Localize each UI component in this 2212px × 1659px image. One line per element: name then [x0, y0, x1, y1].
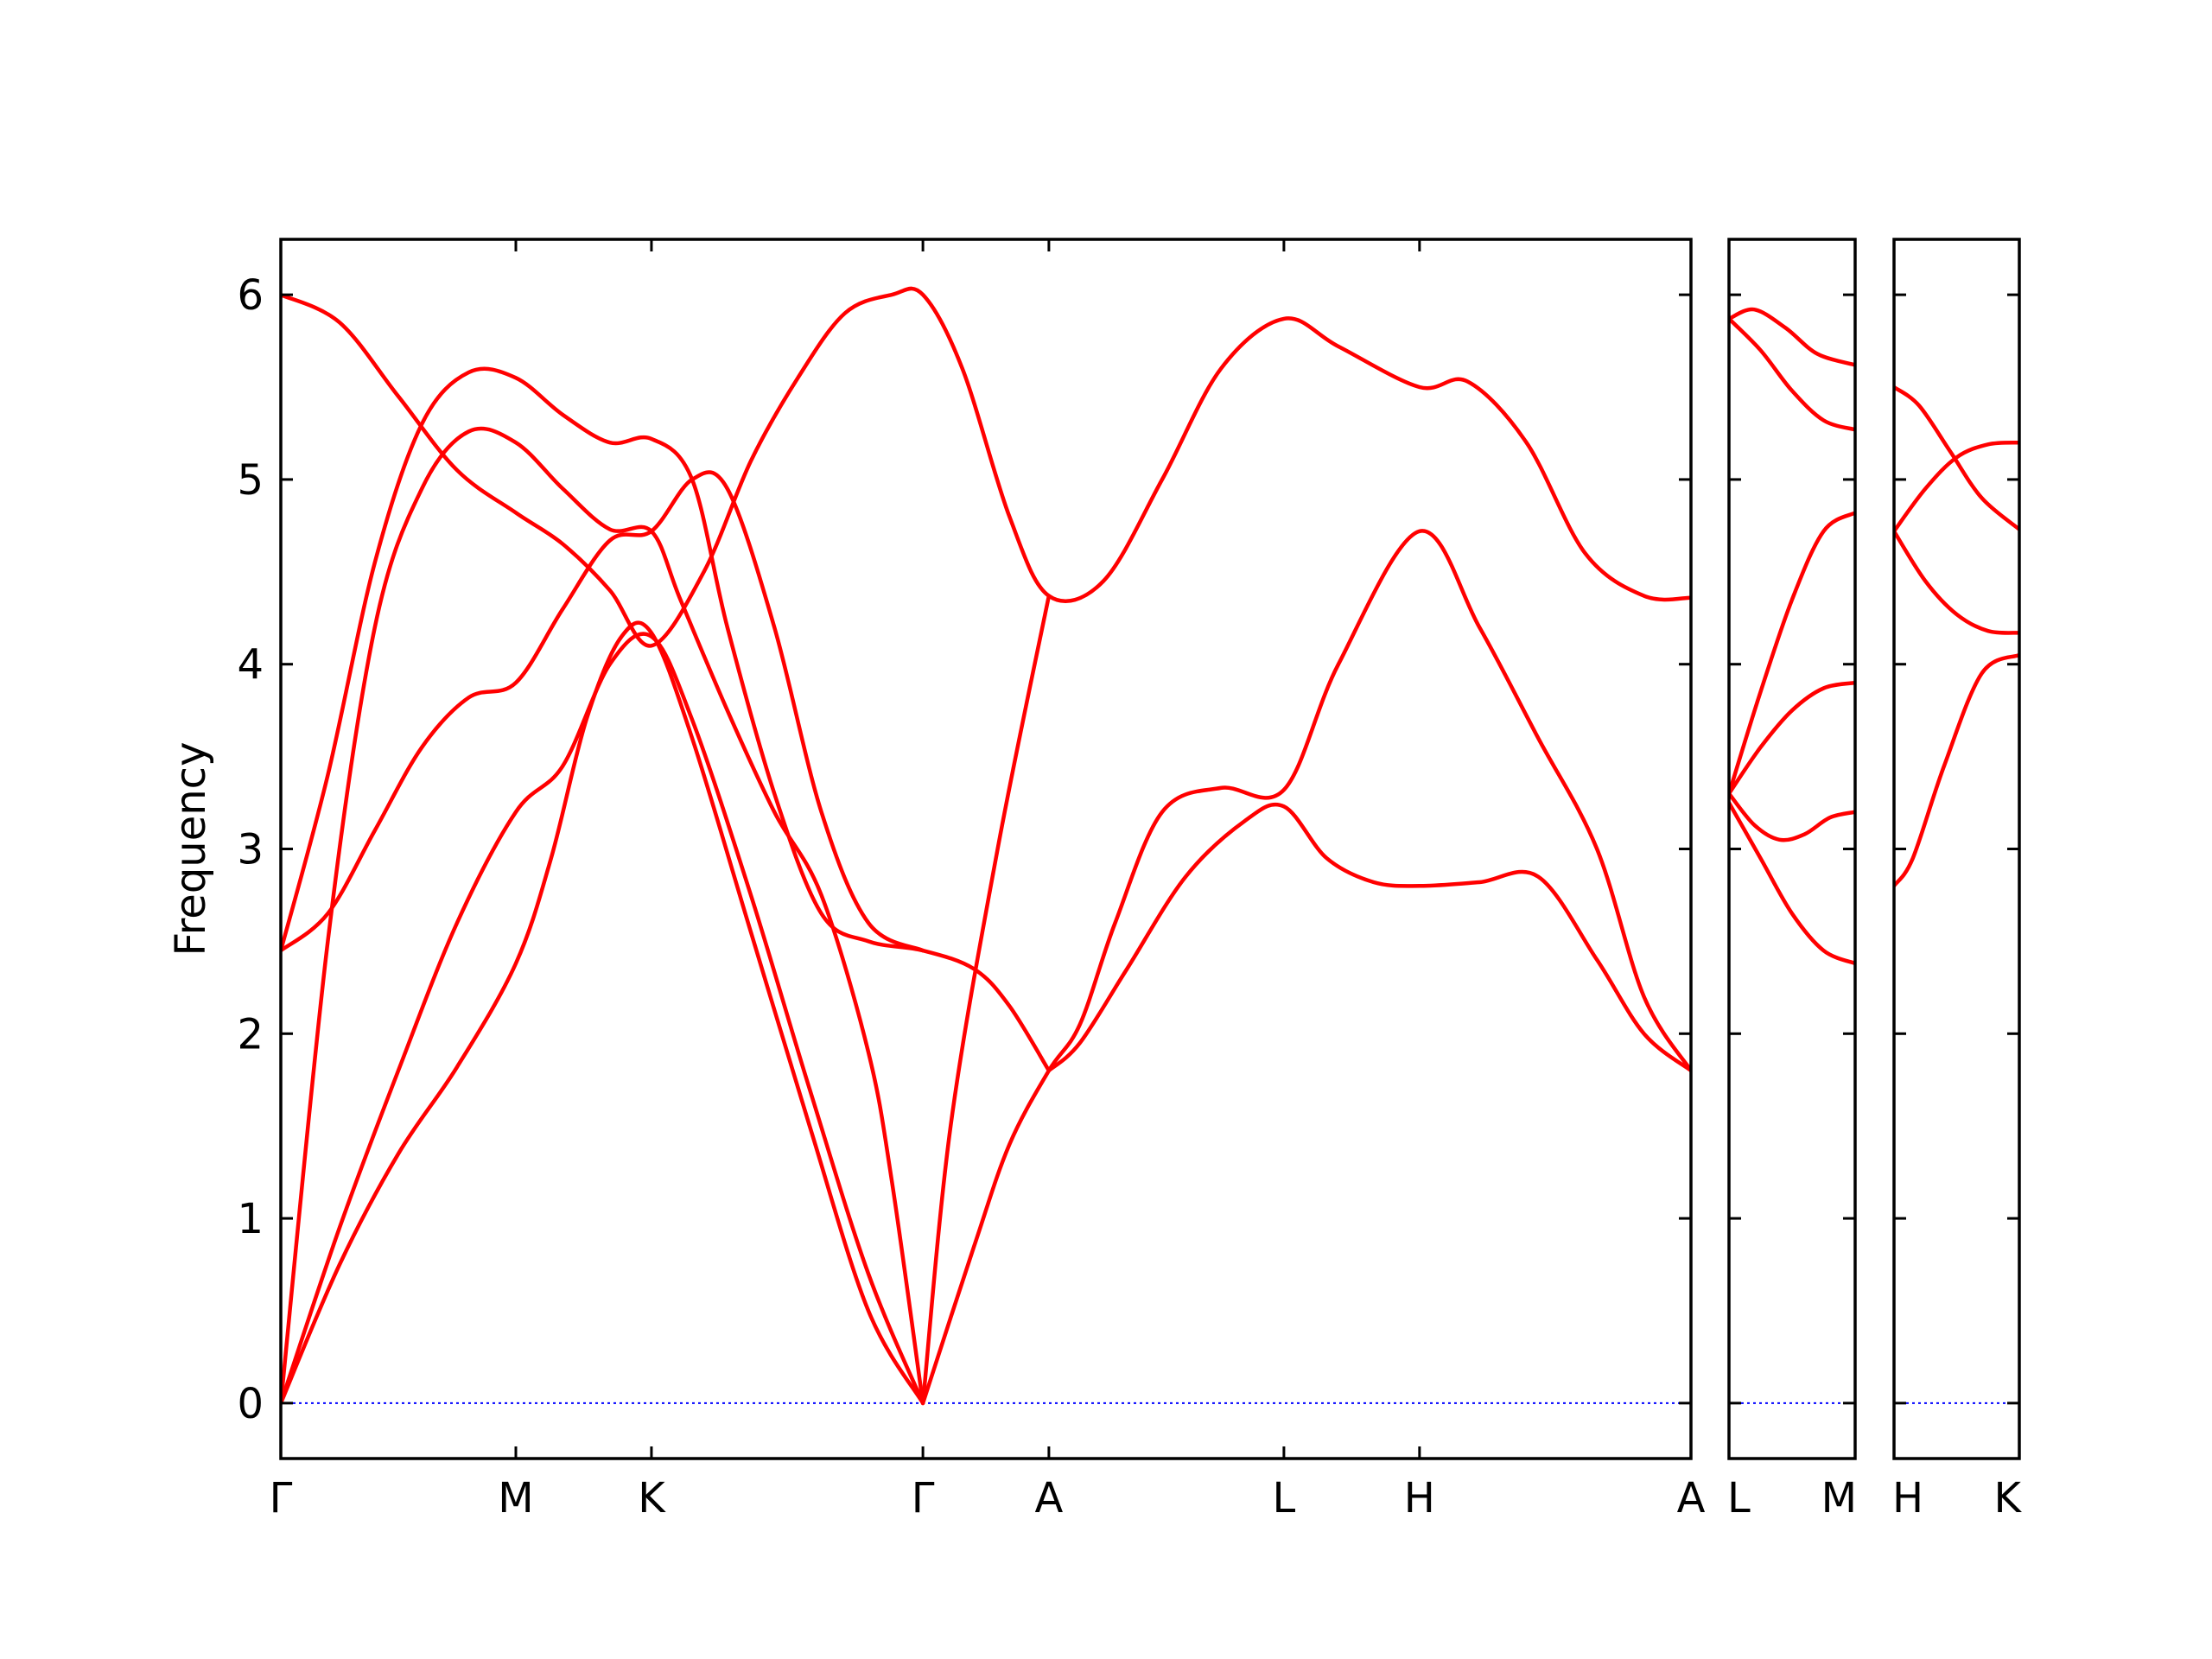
- phonon-band-1: [1894, 385, 2019, 531]
- x-tick-label: L: [1727, 1474, 1751, 1522]
- phonon-band-5: [1729, 791, 1855, 842]
- y-tick-label: 5: [237, 456, 264, 505]
- bands-group: [1729, 307, 1855, 966]
- axes-frame: [1892, 238, 2021, 1460]
- y-tick-label: 2: [237, 1010, 264, 1058]
- phonon-band-1: [1729, 307, 1855, 367]
- main-panel: 0 1 2 3 4 5 6 Γ M K Γ A L H A: [237, 238, 1706, 1522]
- y-tick-label: 4: [237, 641, 264, 690]
- phonon-band-6: [281, 286, 1691, 648]
- phonon-band-6: [1729, 800, 1855, 966]
- x-tick-label: H: [1404, 1474, 1435, 1522]
- x-tick-label: Γ: [912, 1474, 935, 1522]
- y-tick-label: 6: [237, 271, 264, 320]
- phonon-band-4: [281, 366, 1052, 1073]
- y-tick-label: 3: [237, 826, 264, 874]
- axes-frame: [1727, 238, 1857, 1460]
- x-tick-label: A: [1034, 1474, 1063, 1522]
- x-tick-label: M: [1821, 1474, 1857, 1522]
- y-axis-label: Frequency: [167, 742, 215, 957]
- x-tick-label: K: [1994, 1474, 2023, 1522]
- phonon-band-2: [1894, 440, 2019, 534]
- phonon-band-9: [1046, 802, 1691, 1073]
- phonon-band-2: [281, 632, 925, 1406]
- x-tick-label: K: [638, 1474, 666, 1522]
- phonon-band-2: [1729, 316, 1855, 432]
- x-tick-label: H: [1892, 1474, 1923, 1522]
- phonon-band-4: [1894, 652, 2019, 888]
- y-tick-label: 0: [237, 1380, 264, 1428]
- phonon-band-5: [281, 470, 925, 953]
- x-tick-label: L: [1273, 1474, 1296, 1522]
- x-tick-label: A: [1677, 1474, 1706, 1522]
- phonon-band-1: [281, 620, 925, 1406]
- phonon-band-8: [920, 594, 1052, 1406]
- phonon-band-3: [281, 426, 925, 1406]
- phonon-band-3: [1894, 529, 2019, 635]
- y-tick-label: 1: [237, 1195, 264, 1243]
- phonon-band-4: [1729, 680, 1855, 796]
- phonon-band-7: [920, 529, 1691, 1406]
- phonon-band-3: [1729, 511, 1855, 796]
- bands-group: [281, 286, 1691, 1406]
- bands-group: [1894, 385, 2019, 888]
- x-tick-label: Γ: [270, 1474, 293, 1522]
- x-tick-label: M: [498, 1474, 533, 1522]
